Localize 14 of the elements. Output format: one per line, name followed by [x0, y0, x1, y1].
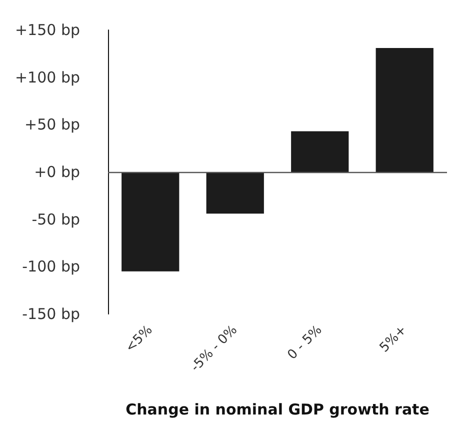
bar [122, 172, 180, 272]
y-tick-label: +0 bp [34, 163, 80, 181]
x-tick-label: -5% - 0% [188, 322, 240, 375]
x-tick-label: 0 - 5% [285, 322, 326, 363]
y-tick-label: -50 bp [32, 210, 80, 228]
bar [291, 131, 349, 172]
y-tick-label: +150 bp [14, 21, 80, 39]
y-tick-label: -100 bp [22, 258, 80, 276]
bar [376, 48, 434, 172]
x-axis-title: Change in nominal GDP growth rate [126, 400, 430, 418]
y-tick-label: -150 bp [22, 305, 80, 323]
y-tick-label: +50 bp [24, 116, 80, 134]
bar [206, 172, 264, 214]
y-tick-label: +100 bp [14, 68, 80, 86]
